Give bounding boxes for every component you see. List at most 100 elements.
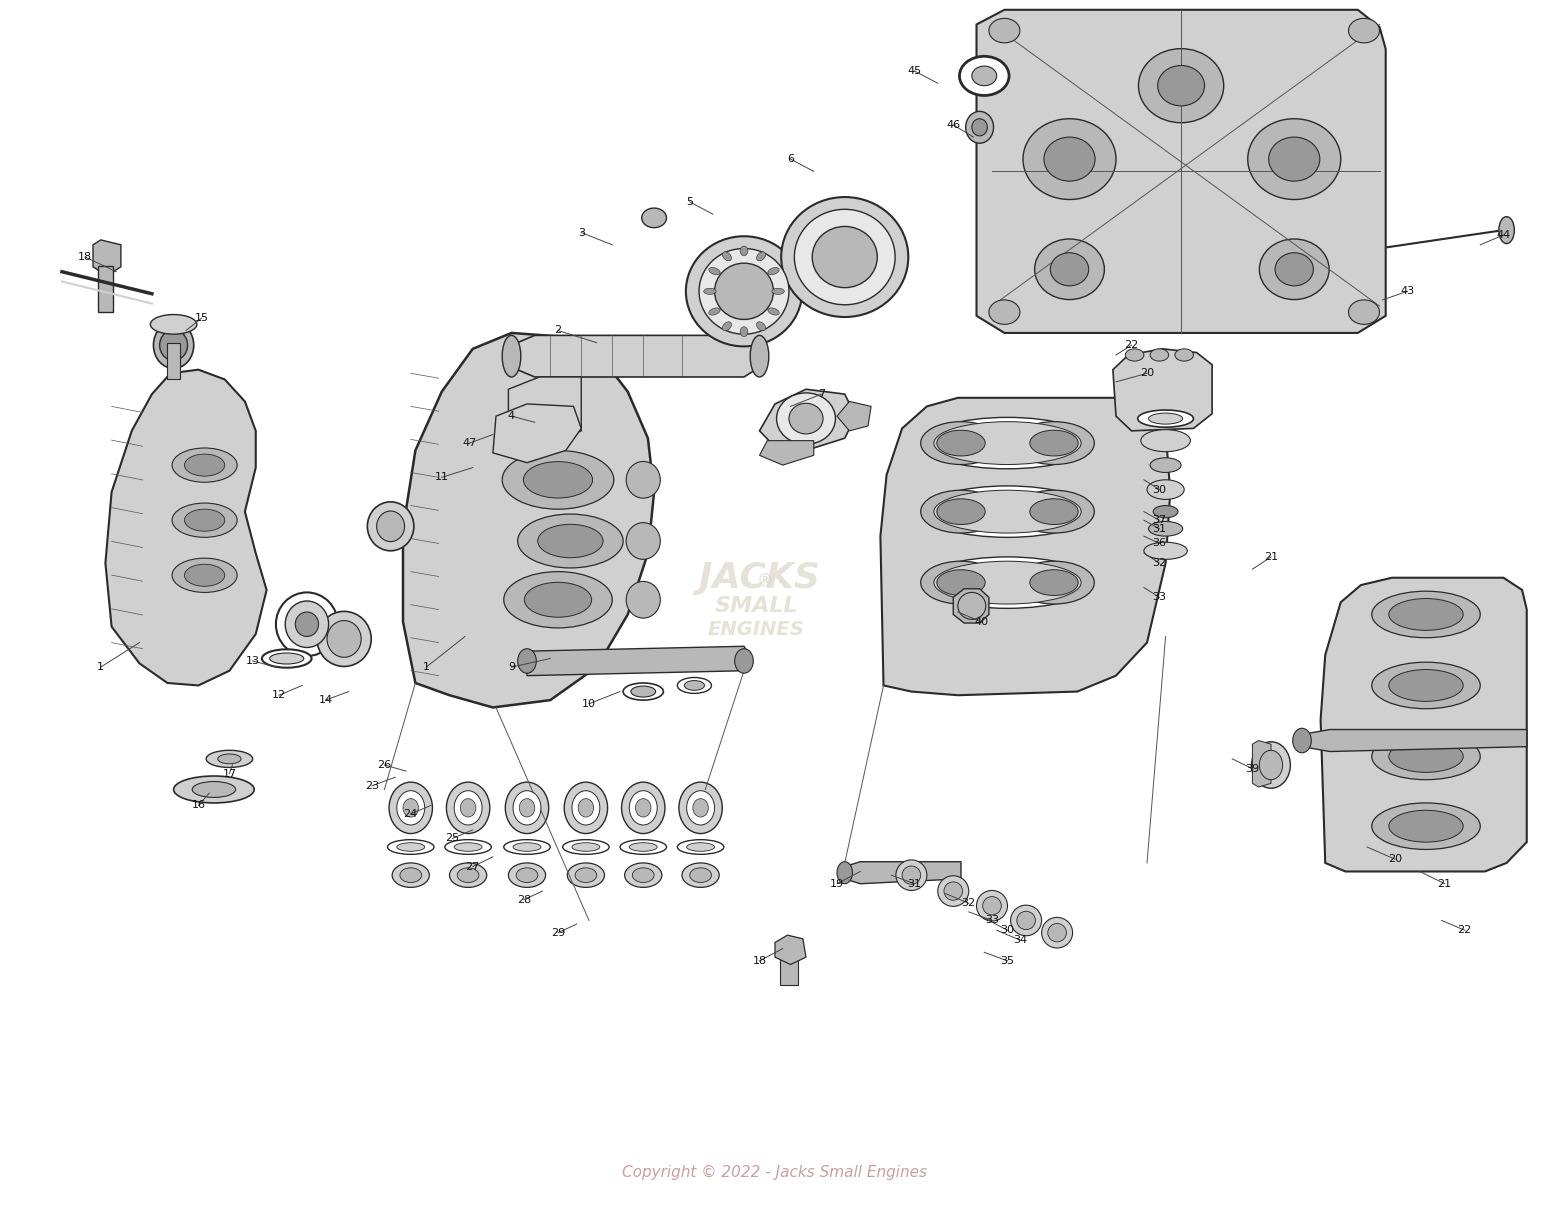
Ellipse shape [1029, 431, 1079, 457]
Ellipse shape [933, 491, 1082, 534]
Polygon shape [508, 377, 581, 443]
Bar [167, 343, 180, 379]
Text: 31: 31 [907, 879, 922, 889]
Ellipse shape [388, 840, 434, 854]
Ellipse shape [1389, 599, 1463, 630]
Ellipse shape [693, 799, 708, 818]
Ellipse shape [1248, 119, 1341, 200]
Ellipse shape [837, 862, 852, 884]
Text: 1: 1 [423, 662, 429, 672]
Text: 16: 16 [191, 800, 206, 810]
Ellipse shape [575, 868, 597, 883]
Text: 35: 35 [1000, 956, 1015, 966]
Text: 28: 28 [516, 895, 532, 905]
Ellipse shape [1138, 49, 1225, 122]
Text: 22: 22 [1457, 925, 1472, 935]
Text: 19: 19 [829, 879, 845, 889]
Ellipse shape [626, 581, 660, 618]
Text: 32: 32 [1152, 558, 1167, 568]
Text: 46: 46 [946, 120, 961, 130]
Ellipse shape [400, 868, 422, 883]
Ellipse shape [505, 782, 549, 834]
Text: ENGINES: ENGINES [708, 619, 804, 639]
Text: 43: 43 [1400, 286, 1415, 296]
Ellipse shape [936, 431, 986, 457]
Ellipse shape [1141, 430, 1190, 452]
Ellipse shape [513, 791, 541, 825]
Text: 2: 2 [555, 326, 561, 335]
Ellipse shape [1252, 742, 1290, 788]
Text: 29: 29 [550, 928, 566, 938]
Ellipse shape [1259, 239, 1330, 300]
Ellipse shape [1389, 810, 1463, 842]
Polygon shape [837, 401, 871, 431]
Text: 25: 25 [445, 834, 460, 843]
Text: 23: 23 [364, 781, 380, 791]
Ellipse shape [217, 754, 240, 764]
Polygon shape [1321, 578, 1527, 871]
Ellipse shape [518, 514, 623, 568]
Ellipse shape [174, 776, 254, 803]
Circle shape [959, 56, 1009, 95]
Ellipse shape [184, 454, 225, 476]
Polygon shape [493, 404, 581, 463]
Text: 30: 30 [1152, 485, 1167, 494]
Ellipse shape [687, 843, 715, 852]
Text: 5: 5 [687, 197, 693, 207]
Ellipse shape [172, 503, 237, 537]
Ellipse shape [367, 502, 414, 551]
Ellipse shape [285, 601, 329, 647]
Ellipse shape [524, 461, 592, 498]
Ellipse shape [518, 649, 536, 673]
Text: 10: 10 [581, 699, 597, 709]
Ellipse shape [902, 867, 921, 885]
Ellipse shape [572, 843, 600, 852]
Text: 34: 34 [1012, 935, 1028, 945]
Text: 15: 15 [194, 313, 209, 323]
Ellipse shape [687, 791, 715, 825]
Ellipse shape [922, 486, 1093, 537]
Ellipse shape [976, 891, 1008, 922]
Ellipse shape [153, 322, 194, 368]
Circle shape [1348, 300, 1380, 324]
Ellipse shape [572, 791, 600, 825]
Ellipse shape [460, 799, 476, 818]
Ellipse shape [184, 509, 225, 531]
Circle shape [1348, 18, 1380, 43]
Ellipse shape [741, 327, 747, 337]
Ellipse shape [502, 450, 614, 509]
Ellipse shape [1147, 480, 1184, 499]
Ellipse shape [966, 111, 994, 143]
Text: 44: 44 [1496, 230, 1511, 240]
Ellipse shape [449, 863, 487, 887]
Ellipse shape [922, 557, 1093, 608]
Ellipse shape [750, 335, 769, 377]
Ellipse shape [777, 393, 835, 444]
Ellipse shape [1268, 137, 1321, 181]
Text: 12: 12 [271, 690, 287, 700]
Ellipse shape [457, 868, 479, 883]
Ellipse shape [389, 782, 432, 834]
Text: 21: 21 [1437, 879, 1452, 889]
Ellipse shape [795, 209, 896, 305]
Polygon shape [1113, 349, 1212, 431]
Ellipse shape [626, 461, 660, 498]
Ellipse shape [262, 650, 312, 668]
Ellipse shape [690, 868, 711, 883]
Ellipse shape [1372, 591, 1480, 638]
Ellipse shape [756, 252, 766, 261]
Ellipse shape [1035, 239, 1104, 300]
Ellipse shape [504, 840, 550, 854]
Ellipse shape [708, 268, 721, 274]
Ellipse shape [519, 799, 535, 818]
Ellipse shape [1499, 217, 1514, 244]
Ellipse shape [631, 685, 656, 698]
Ellipse shape [327, 621, 361, 657]
Ellipse shape [1150, 349, 1169, 361]
Ellipse shape [1014, 421, 1094, 465]
Polygon shape [976, 10, 1386, 333]
Ellipse shape [403, 799, 418, 818]
Text: 11: 11 [434, 472, 450, 482]
Ellipse shape [921, 491, 1001, 534]
Ellipse shape [563, 840, 609, 854]
